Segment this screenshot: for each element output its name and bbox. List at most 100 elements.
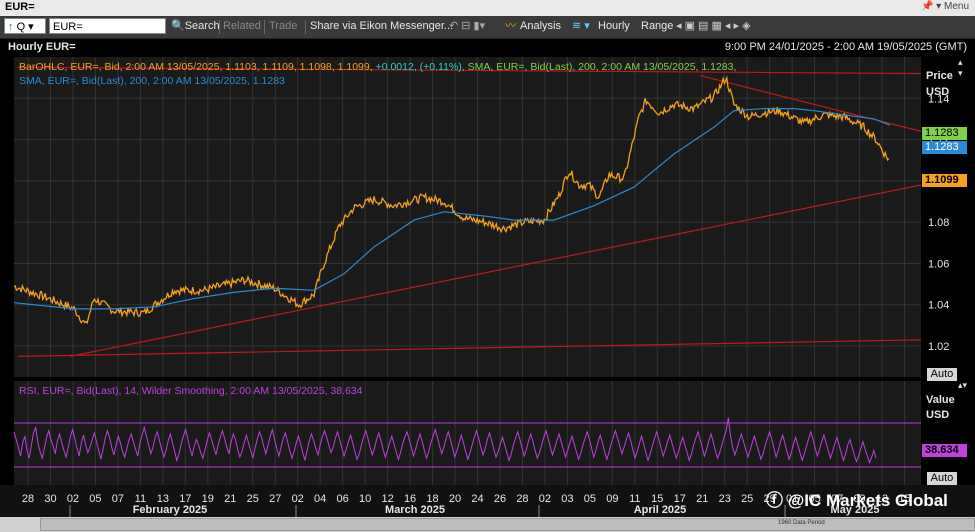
window-menu[interactable]: 📌 ▾ Menu (920, 1, 969, 12)
analysis-icon: 〰 (505, 20, 516, 32)
rsi-series (13, 417, 921, 468)
x-tick-label: 10 (359, 493, 371, 505)
x-tick-label: 25 (247, 493, 259, 505)
x-axis-band (0, 485, 975, 517)
auto-scale-button[interactable]: Auto (927, 368, 957, 381)
toolbar-divider (219, 20, 220, 34)
rsi-value-tag: 38.634 (922, 444, 967, 457)
x-tick-label: 15 (898, 493, 910, 505)
x-tick-label: 25 (741, 493, 753, 505)
chart-canvas[interactable]: 1.021.041.061.081.11.121.14 283002050711… (0, 52, 975, 532)
x-tick-label: 17 (179, 493, 191, 505)
trendline-falling (699, 74, 922, 132)
x-tick-label: 06 (337, 493, 349, 505)
x-axis: 28 30 02 05 07 11 13 17 19 21 25 27 02 04 06 10 12 16 18 20… (0, 485, 975, 517)
price-axis-title: Price (926, 70, 953, 82)
trendline-support (69, 184, 922, 357)
x-tick-label: 23 (719, 493, 731, 505)
x-tick-label: 28 (22, 493, 34, 505)
trendline-upper (17, 66, 922, 75)
x-tick-label: 21 (224, 493, 236, 505)
chart-tools-icon[interactable]: ◂ ▣ ▤ ▦ ◂ ▸ ◈ (676, 20, 751, 32)
sma-price-tag: 1.1283 (922, 127, 967, 140)
price-tick-label: 1.08 (928, 217, 949, 229)
trendline-bottom (17, 339, 922, 357)
x-tick-label: 01 (786, 493, 798, 505)
rsi-line (13, 417, 877, 465)
range-button[interactable]: Range (641, 20, 674, 32)
menu-label[interactable]: Menu (943, 1, 969, 12)
legend-ohlc: BarOHLC, EUR=, Bid, 2:00 AM 13/05/2025, … (19, 61, 373, 73)
x-tick-label: 18 (426, 493, 438, 505)
time-scrollbar-thumb[interactable] (40, 518, 975, 531)
chart-title: Hourly EUR= (8, 41, 76, 53)
grid (14, 57, 921, 485)
search-label: Search (184, 20, 220, 32)
x-tick-label: 12 (381, 493, 393, 505)
compare-icon[interactable]: ≋ ▾ (572, 20, 590, 32)
x-tick-label: 02 (539, 493, 551, 505)
x-tick-label: 05 (89, 493, 101, 505)
month-label: March 2025 (385, 504, 445, 516)
month-label: April 2025 (634, 504, 687, 516)
x-tick-label: 05 (584, 493, 596, 505)
quote-selector[interactable]: ↑ Q ▾ (4, 18, 46, 34)
x-tick-label: 24 (471, 493, 483, 505)
x-tick-label: 21 (696, 493, 708, 505)
x-tick-label: 13 (157, 493, 169, 505)
share-button[interactable]: Share via Eikon Messenger... (310, 20, 454, 32)
x-tick-label: 13 (876, 493, 888, 505)
analysis-button[interactable]: Analysis (520, 20, 561, 32)
x-tick-label: 05 (809, 493, 821, 505)
pin-icon[interactable]: 📌 (920, 1, 934, 12)
price-tick-label: 1.06 (928, 258, 949, 270)
sma-blue-price-tag: 1.1283 (922, 141, 967, 154)
legend-change: +0.0012, (+0.11%), (372, 61, 465, 73)
x-tick-label: 20 (449, 493, 461, 505)
x-tick-label: 11 (135, 493, 146, 505)
price-tick-label: 1.04 (928, 300, 949, 312)
legend-rsi: RSI, EUR=, Bid(Last), 14, Wilder Smoothi… (19, 385, 363, 397)
price-axis-unit: USD (926, 86, 950, 98)
search-icon: 🔍 (171, 20, 185, 32)
x-tick-label: 17 (674, 493, 686, 505)
series (13, 75, 891, 325)
toolbar: ↑ Q ▾ EUR= 🔍Search Related Trade Share v… (0, 16, 975, 39)
search-button[interactable]: 🔍Search (171, 19, 220, 34)
up-arrow-icon: ↑ (8, 21, 14, 33)
price-tick-label: 1.14 (928, 93, 949, 105)
toolbar-divider (305, 20, 306, 34)
x-tick-label: 09 (853, 493, 865, 505)
price-tick-label: 1.02 (928, 341, 949, 353)
month-label: May 2025 (831, 504, 880, 516)
q-label: Q (16, 21, 26, 33)
x-tick-label: 16 (404, 493, 416, 505)
trade-button[interactable]: Trade (269, 20, 298, 32)
x-tick-label: 19 (202, 493, 214, 505)
toolbar-divider (264, 20, 265, 34)
window-title: EUR= (5, 1, 35, 13)
interval-button[interactable]: Hourly (598, 20, 630, 32)
x-tick-label: 04 (314, 493, 326, 505)
watermark: ⓕ @IC Markets Global (766, 491, 948, 510)
related-button[interactable]: Related (223, 20, 261, 32)
x-tick-label: 15 (651, 493, 663, 505)
data-period-label: 1960 Data Period (778, 520, 825, 526)
x-tick-label: 09 (606, 493, 618, 505)
sma-line (13, 108, 891, 310)
x-tick-label: 26 (494, 493, 506, 505)
legend-line-2: SMA, EUR=, Bid(Last), 200, 2:00 AM 13/05… (19, 75, 285, 87)
rsi-axis-unit: USD (926, 409, 950, 421)
rsi-scroll-icon[interactable]: ▴▾ (958, 380, 968, 390)
date-range: 9:00 PM 24/01/2025 - 2:00 AM 19/05/2025 … (724, 41, 967, 53)
x-tick-label: 07 (112, 493, 124, 505)
trendlines (17, 66, 922, 357)
window-titlebar: EUR= 📌 ▾ Menu (0, 0, 975, 17)
undo-icon[interactable]: ↶ ⊟ ▮▾ (449, 20, 486, 32)
legend-sma: SMA, EUR=, Bid(Last), 200, 2:00 AM 13/05… (464, 61, 737, 73)
x-tick-label: 02 (292, 493, 304, 505)
ric-input[interactable]: EUR= (49, 18, 166, 34)
price-scroll-icon[interactable]: ▴ ▾ (958, 57, 963, 78)
x-tick-label: 28 (516, 493, 528, 505)
auto-scale-rsi-button[interactable]: Auto (927, 472, 957, 485)
